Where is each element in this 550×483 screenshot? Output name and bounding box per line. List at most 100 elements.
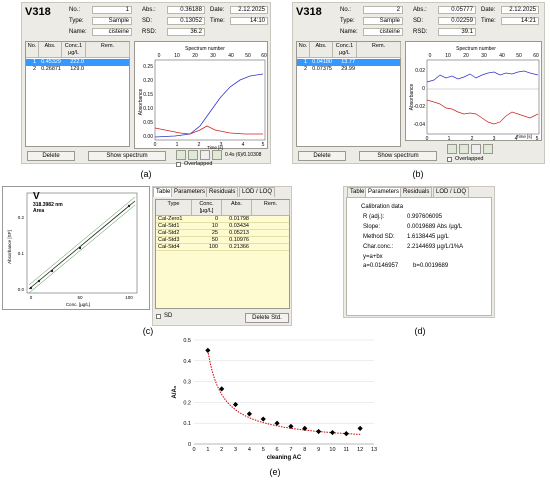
chart-title: Spectrum number	[456, 46, 496, 52]
table-row[interactable]: 2 0.26871 129.0	[32, 66, 84, 72]
col-type[interactable]: Type	[156, 200, 192, 216]
svg-text:60: 60	[533, 53, 539, 59]
data-point	[205, 347, 211, 353]
svg-text:0.15: 0.15	[143, 92, 153, 98]
calib-ylabel: Absorbance [SP]	[7, 230, 12, 264]
spectrum-chart[interactable]: Spectrum number 0 10 20 30 40 50 60 0.25…	[134, 41, 268, 150]
table-row[interactable]: Cal-Std3 50 0.10976	[156, 237, 289, 244]
data-point	[219, 386, 225, 392]
sd-label: SD:	[142, 18, 153, 24]
col-conc[interactable]: Conc.1 µg/L	[62, 42, 86, 58]
x-tick-label: 4	[248, 447, 251, 453]
x-tick-label: 5	[262, 447, 265, 453]
panel-e-chart: 0 0.1 0.2 0.3 0.4 0.5 0 1 2 3 4 5 6 7 8 9 10 11 12 13 cleani…	[166, 332, 384, 464]
delete-button[interactable]: Delete	[27, 151, 75, 161]
calibration-heading: Calibration data	[361, 204, 404, 210]
data-point	[232, 401, 239, 408]
method-sd-label: Method SD:	[363, 234, 395, 240]
no-label: No.:	[69, 7, 81, 13]
name-value: cisteine	[92, 28, 132, 36]
slope-value: 0.0019689 Abs /µg/L	[407, 224, 463, 230]
plot-area	[154, 59, 266, 141]
col-no[interactable]: No.	[297, 42, 310, 58]
plot-area	[426, 59, 540, 135]
col-rem[interactable]: Rem.	[252, 200, 290, 216]
zoom-out-icon[interactable]	[459, 144, 469, 154]
r-adj-value: 0.997606095	[407, 214, 443, 220]
col-abs[interactable]: Abs.	[39, 42, 62, 58]
svg-text:-0.04: -0.04	[414, 122, 426, 128]
instrument-title: V318	[25, 6, 51, 18]
type-label: Type:	[69, 18, 84, 24]
caption-a: (a)	[140, 169, 152, 179]
zoom-in-icon[interactable]	[447, 144, 457, 154]
sd-value: 0.13052	[167, 17, 205, 25]
table-row[interactable]: Cal-Std1 10 0.03434	[156, 223, 289, 230]
show-spectrum-button[interactable]: Show spectrum	[359, 151, 437, 161]
col-conc[interactable]: Conc. [µg/L]	[192, 200, 222, 216]
sd-checkbox[interactable]	[156, 314, 161, 319]
svg-text:0.00: 0.00	[143, 134, 153, 140]
cursor-icon[interactable]	[471, 144, 481, 154]
r-adj-label: R (adj.):	[363, 214, 385, 220]
col-abs[interactable]: Abs.	[310, 42, 333, 58]
col-abs[interactable]: Abs.	[222, 200, 252, 216]
name-label: Name:	[69, 29, 87, 35]
overlapped-checkbox[interactable]	[447, 157, 452, 162]
overlapped-label: Overlapped	[184, 161, 213, 167]
show-spectrum-button[interactable]: Show spectrum	[88, 151, 166, 161]
cursor-icon[interactable]	[200, 150, 210, 160]
tab-residuals[interactable]: Residuals	[206, 187, 239, 197]
svg-text:0: 0	[426, 136, 429, 142]
svg-text:60: 60	[261, 53, 267, 59]
x-tick-label: 8	[303, 447, 306, 453]
data-point	[246, 411, 252, 417]
svg-text:40: 40	[228, 53, 234, 59]
table-row[interactable]: Cal-Std4 100 0.21366	[156, 244, 289, 251]
table-row[interactable]: 1 0.04180 13.77	[297, 59, 400, 66]
zoom-in-icon[interactable]	[176, 150, 186, 160]
tab-lod-loq[interactable]: LOD / LOQ	[433, 187, 470, 197]
tab-parameters[interactable]: Parameters	[171, 187, 209, 197]
plot-area	[26, 192, 138, 294]
tools-icon[interactable]	[483, 144, 493, 154]
tab-residuals[interactable]: Residuals	[400, 187, 433, 197]
svg-text:-0.02: -0.02	[414, 104, 426, 110]
tools-icon[interactable]	[212, 150, 222, 160]
delete-button[interactable]: Delete	[298, 151, 346, 161]
x-tick-label: 1	[206, 447, 209, 453]
col-rem[interactable]: Rem.	[86, 42, 130, 58]
y-ticks: 0.02 0 -0.02 -0.04	[414, 68, 426, 128]
slope-b-value: b=0.0019689	[413, 263, 449, 269]
delete-std-button[interactable]: Delete Std.	[245, 313, 289, 323]
spectrum-chart[interactable]: Spectrum number 0 10 20 30 40 50 60 0.02…	[405, 41, 542, 142]
time-value: 14:21	[501, 17, 539, 25]
svg-text:0: 0	[422, 86, 425, 92]
y-axis-label: A/A₀	[172, 385, 178, 398]
svg-text:100: 100	[125, 295, 133, 300]
svg-text:20: 20	[463, 53, 469, 59]
table-row[interactable]: Cal-Zero1 0 0.01798	[156, 216, 289, 223]
svg-text:0: 0	[154, 142, 157, 148]
svg-text:3: 3	[220, 142, 223, 148]
abs-label: Abs.:	[413, 7, 427, 13]
background-line	[426, 99, 539, 125]
x-tick-label: 0	[192, 447, 195, 453]
svg-text:2: 2	[471, 136, 474, 142]
table-row[interactable]: 1 0.45329 222.0	[26, 59, 129, 66]
overlapped-checkbox[interactable]	[176, 162, 181, 167]
col-conc[interactable]: Conc.1 µg/L	[333, 42, 357, 58]
svg-text:30: 30	[481, 53, 487, 59]
table-row[interactable]: 2 0.07375 29.99	[303, 66, 355, 72]
svg-text:0.05: 0.05	[143, 120, 153, 126]
table-row[interactable]: Cal-Std2 25 0.05213	[156, 230, 289, 237]
svg-text:0: 0	[429, 53, 432, 59]
col-no[interactable]: No.	[26, 42, 39, 58]
svg-text:0.1: 0.1	[18, 251, 25, 256]
tab-lod-loq[interactable]: LOD / LOQ	[239, 187, 276, 197]
col-rem[interactable]: Rem.	[357, 42, 401, 58]
tab-parameters[interactable]: Parameters	[365, 187, 403, 197]
svg-text:0.10: 0.10	[143, 106, 153, 112]
data-point	[274, 420, 280, 426]
zoom-out-icon[interactable]	[188, 150, 198, 160]
